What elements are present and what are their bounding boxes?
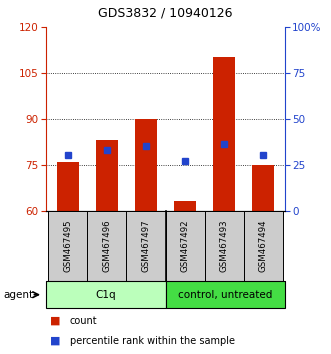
Bar <box>253 165 274 211</box>
Bar <box>166 211 205 281</box>
Text: GSM467492: GSM467492 <box>180 220 190 272</box>
Text: control, untreated: control, untreated <box>178 290 272 300</box>
Bar <box>96 140 118 211</box>
Text: GSM467496: GSM467496 <box>102 220 112 272</box>
Bar <box>135 119 157 211</box>
Text: count: count <box>70 316 97 326</box>
Text: C1q: C1q <box>96 290 116 300</box>
Bar <box>244 211 283 281</box>
Text: percentile rank within the sample: percentile rank within the sample <box>70 336 234 346</box>
Text: GSM467494: GSM467494 <box>259 220 268 272</box>
Bar <box>166 281 285 308</box>
Bar <box>205 211 244 281</box>
Text: ■: ■ <box>50 316 60 326</box>
Text: GDS3832 / 10940126: GDS3832 / 10940126 <box>98 7 233 20</box>
Text: ■: ■ <box>50 336 60 346</box>
Bar <box>48 211 87 281</box>
Bar <box>213 57 235 211</box>
Text: agent: agent <box>3 290 33 300</box>
Bar <box>126 211 166 281</box>
Text: GSM467495: GSM467495 <box>63 220 72 272</box>
Bar <box>57 161 78 211</box>
Text: GSM467493: GSM467493 <box>219 220 229 272</box>
Bar <box>87 211 126 281</box>
Bar <box>46 281 166 308</box>
Bar <box>174 201 196 211</box>
Text: GSM467497: GSM467497 <box>141 220 151 272</box>
